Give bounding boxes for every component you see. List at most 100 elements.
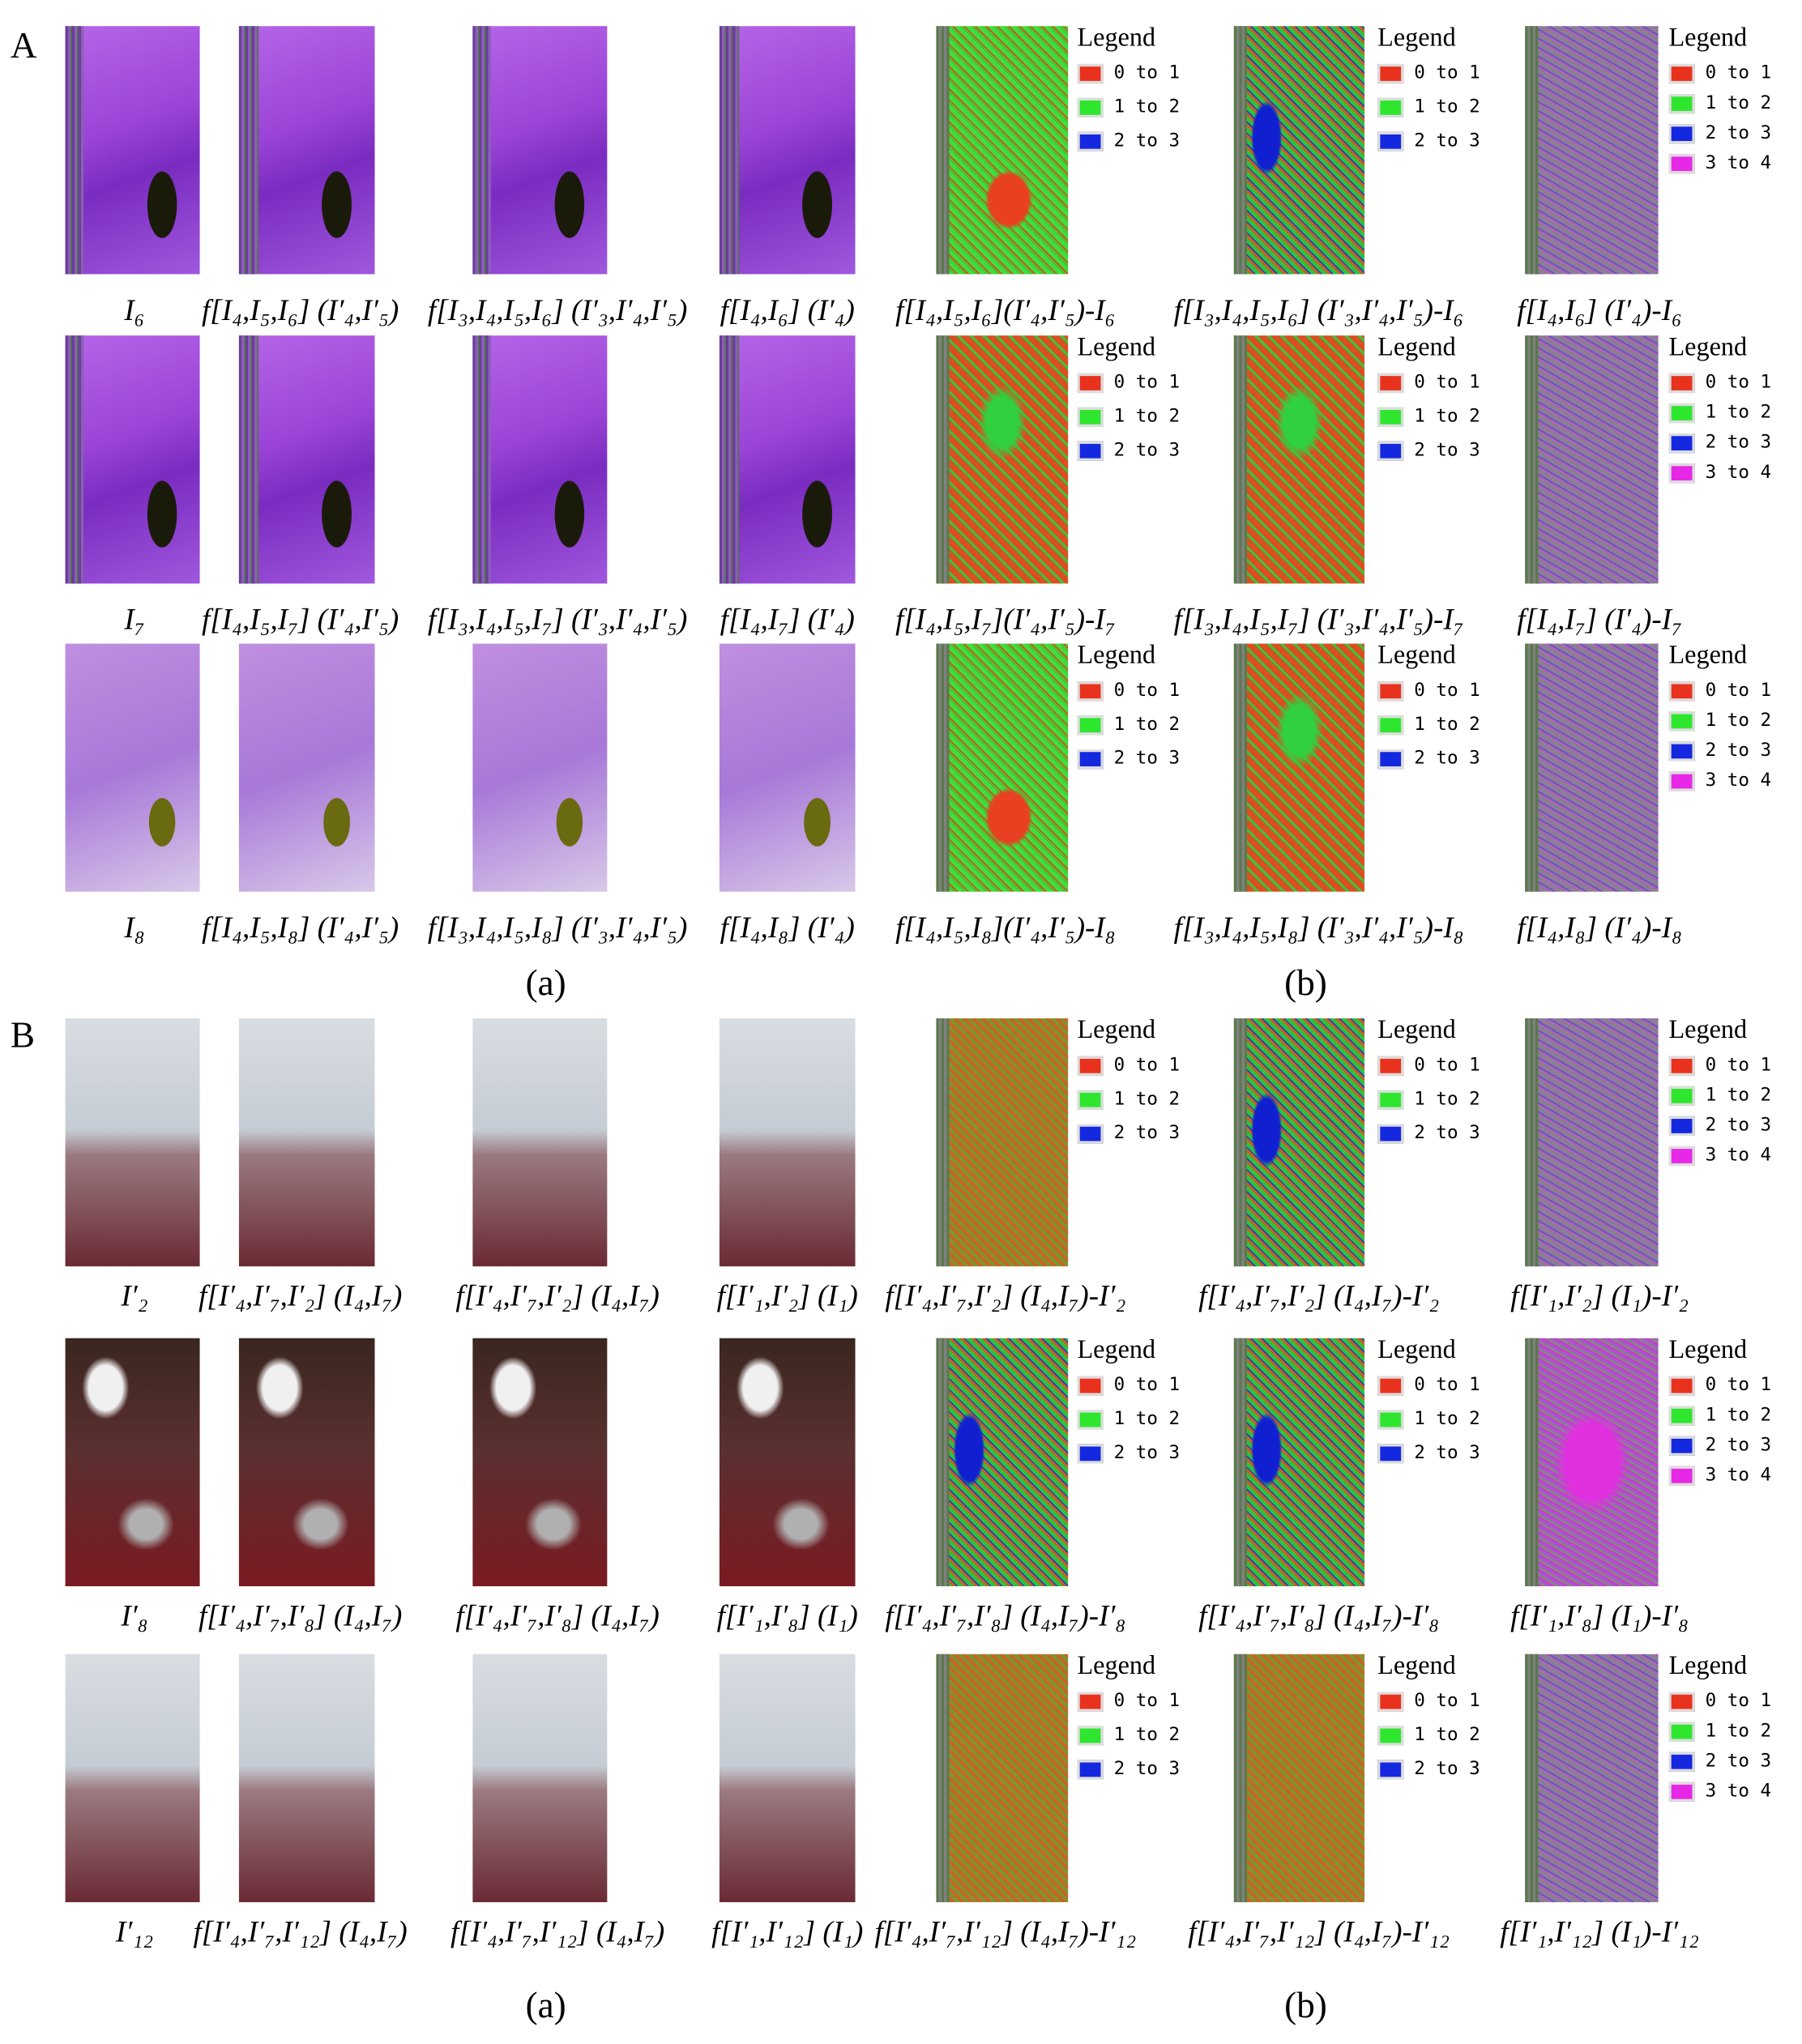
legend-item: 2 to 3 — [1077, 440, 1180, 461]
legend-swatch — [1668, 1721, 1695, 1741]
legend-label: 0 to 1 — [1414, 1690, 1480, 1712]
legend-item: 1 to 2 — [1377, 714, 1480, 735]
image — [936, 26, 1069, 275]
legend-swatch — [1077, 130, 1104, 151]
legend-item: 1 to 2 — [1377, 96, 1480, 117]
legend-swatch — [1377, 1759, 1404, 1779]
legend-item: 1 to 2 — [1668, 1085, 1771, 1106]
image — [65, 26, 200, 275]
legend-item: 2 to 3 — [1668, 1115, 1771, 1136]
legend-label: 2 to 3 — [1414, 130, 1480, 151]
legend-label: 0 to 1 — [1705, 680, 1772, 702]
legend-label: 2 to 3 — [1705, 740, 1772, 762]
subcaption: (a) — [525, 1986, 566, 2027]
caption: f[I₃,I₄,I₅,I₆] (I′₃,I′₄,I′₅) — [427, 293, 688, 326]
legend-swatch — [1377, 1443, 1404, 1463]
legend-label: 1 to 2 — [1414, 714, 1480, 736]
legend-label: 1 to 2 — [1113, 1088, 1181, 1110]
legend-label: 2 to 3 — [1414, 440, 1480, 461]
legend-item: 2 to 3 — [1077, 130, 1180, 151]
legend-swatch — [1377, 715, 1404, 735]
legend-title: Legend — [1077, 332, 1156, 362]
legend-swatch — [1668, 1375, 1695, 1395]
legend-item: 0 to 1 — [1377, 62, 1480, 83]
legend-swatch — [1668, 710, 1695, 731]
legend-swatch — [1077, 1409, 1104, 1429]
legend-item: 2 to 3 — [1668, 122, 1771, 143]
legend-label: 2 to 3 — [1705, 432, 1772, 454]
image — [1233, 335, 1365, 584]
caption: f[I′₁,I′₂] (I₁) — [716, 1279, 858, 1312]
image — [65, 1338, 200, 1586]
legend-item: 1 to 2 — [1377, 1725, 1480, 1746]
legend-swatch — [1077, 406, 1104, 427]
caption: f[I′₄,I′₇,I′₁₂] (I₄,I₇)-I′₁₂ — [1188, 1915, 1450, 1948]
panel-label: A — [10, 26, 37, 67]
caption: I′₂ — [121, 1279, 148, 1312]
legend-label: 0 to 1 — [1113, 62, 1181, 84]
legend-label: 0 to 1 — [1705, 1690, 1772, 1712]
legend-swatch — [1377, 1725, 1404, 1745]
caption: f[I′₁,I′₂] (I₁)-I′₂ — [1510, 1279, 1689, 1312]
legend-swatch — [1668, 153, 1695, 173]
legend-item: 2 to 3 — [1377, 1443, 1480, 1463]
legend-swatch — [1377, 1055, 1404, 1076]
legend-label: 2 to 3 — [1113, 440, 1181, 461]
legend-swatch — [1077, 1123, 1104, 1143]
legend-swatch — [1668, 1055, 1695, 1076]
caption: f[I₄,I₅,I₈] (I′₄,I′₅) — [202, 911, 399, 945]
caption: f[I′₄,I′₇,I′₁₂] (I₄,I₇) — [193, 1915, 408, 1948]
legend-label: 1 to 2 — [1113, 1724, 1181, 1746]
legend-swatch — [1377, 1409, 1404, 1429]
legend-title: Legend — [1377, 641, 1456, 670]
legend-title: Legend — [1077, 641, 1156, 670]
legend-item: 1 to 2 — [1077, 1089, 1180, 1110]
legend-swatch — [1668, 770, 1695, 791]
image — [1233, 26, 1365, 275]
image — [1233, 643, 1365, 892]
image — [472, 1654, 608, 1902]
legend-swatch — [1077, 715, 1104, 735]
legend-label: 1 to 2 — [1113, 1408, 1181, 1430]
caption: f[I₃,I₄,I₅,I₈] (I′₃,I′₄,I′₅)-I₈ — [1173, 911, 1464, 945]
subcaption: (a) — [525, 963, 566, 1005]
legend-label: 3 to 4 — [1705, 152, 1772, 174]
legend-item: 0 to 1 — [1668, 1055, 1771, 1076]
caption: f[I₃,I₄,I₅,I₈] (I′₃,I′₄,I′₅) — [427, 911, 688, 945]
legend-title: Legend — [1668, 23, 1748, 53]
legend-label: 2 to 3 — [1113, 1442, 1181, 1464]
legend-label: 1 to 2 — [1414, 1088, 1480, 1110]
legend-item: 3 to 4 — [1668, 770, 1771, 792]
legend-item: 1 to 2 — [1077, 406, 1180, 427]
image — [1233, 1338, 1365, 1586]
legend-label: 0 to 1 — [1414, 680, 1480, 702]
legend-title: Legend — [1668, 641, 1748, 670]
legend-label: 3 to 4 — [1705, 770, 1772, 792]
caption: f[I₄,I₅,I₇](I′₄,I′₅)-I₇ — [895, 603, 1116, 636]
legend-swatch — [1668, 1146, 1695, 1166]
legend-swatch — [1077, 440, 1104, 461]
legend-item: 1 to 2 — [1077, 1409, 1180, 1430]
legend-swatch — [1077, 749, 1104, 769]
caption: f[I₄,I₅,I₇] (I′₄,I′₅) — [202, 603, 399, 636]
caption: f[I′₁,I′₁₂] (I₁)-I′₁₂ — [1500, 1915, 1699, 1948]
legend-item: 0 to 1 — [1077, 1375, 1180, 1396]
legend-label: 2 to 3 — [1705, 122, 1772, 144]
legend-swatch — [1377, 1375, 1404, 1395]
legend-label: 3 to 4 — [1705, 1465, 1772, 1486]
legend-swatch — [1077, 681, 1104, 701]
legend-swatch — [1668, 1751, 1695, 1771]
legend-title: Legend — [1668, 1015, 1748, 1045]
legend-swatch — [1668, 1781, 1695, 1802]
subcaption: (b) — [1284, 1986, 1327, 2027]
legend-title: Legend — [1077, 1651, 1156, 1681]
legend-item: 0 to 1 — [1377, 372, 1480, 393]
legend-swatch — [1077, 1375, 1104, 1395]
caption: f[I₄,I₇] (I′₄)-I₇ — [1517, 603, 1682, 636]
legend-title: Legend — [1668, 1651, 1748, 1681]
legend-item: 1 to 2 — [1668, 402, 1771, 423]
image — [719, 1338, 856, 1586]
legend-label: 2 to 3 — [1113, 130, 1181, 151]
caption: I′₁₂ — [115, 1915, 154, 1948]
